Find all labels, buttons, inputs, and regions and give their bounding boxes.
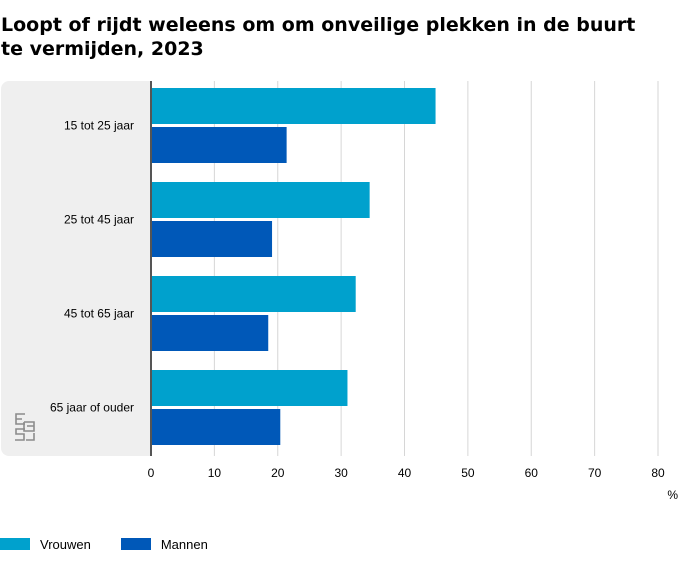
- legend-item-vrouwen: Vrouwen: [0, 537, 91, 552]
- chart-title: Loopt of rijdt weleens om om onveilige p…: [1, 14, 636, 60]
- category-label: 15 tot 25 jaar: [64, 119, 134, 133]
- bar-vrouwen: [151, 88, 436, 124]
- bar-chart: 0 10 20 30 40 50 60 70 80% 15 tot 25 jaar 25 tot 4…: [1, 81, 678, 502]
- x-tick-label: 70: [588, 466, 602, 480]
- x-tick-label: 0: [148, 466, 155, 480]
- x-tick-label: 30: [334, 466, 348, 480]
- legend-swatch-mannen: [120, 538, 151, 550]
- legend-swatch-vrouwen: [0, 538, 30, 550]
- bar-mannen: [151, 221, 273, 257]
- bar-mannen: [151, 127, 287, 163]
- legend-label-vrouwen: Vrouwen: [40, 536, 91, 552]
- category-label: 45 tot 65 jaar: [64, 307, 134, 321]
- bar-vrouwen: [151, 276, 356, 312]
- bar-vrouwen: [151, 182, 370, 218]
- category-panel-fill: [60, 81, 151, 456]
- x-tick-label: 80: [651, 466, 665, 480]
- x-tick-label: 40: [398, 466, 412, 480]
- bar-vrouwen: [151, 370, 348, 406]
- legend: Vrouwen Mannen: [0, 536, 238, 552]
- x-tick-label: 60: [525, 466, 539, 480]
- x-tick-label: 10: [208, 466, 222, 480]
- legend-label-mannen: Mannen: [160, 536, 208, 552]
- category-label: 65 jaar of ouder: [50, 401, 134, 415]
- x-tick-label: 50: [461, 466, 475, 480]
- cbs-logo-icon: [15, 413, 35, 441]
- legend-item-mannen: Mannen: [120, 536, 208, 552]
- bar-mannen: [151, 409, 281, 445]
- x-unit-label: %: [667, 488, 678, 502]
- x-tick-label: 20: [271, 466, 285, 480]
- bar-mannen: [151, 315, 269, 351]
- category-label: 25 tot 45 jaar: [64, 213, 134, 227]
